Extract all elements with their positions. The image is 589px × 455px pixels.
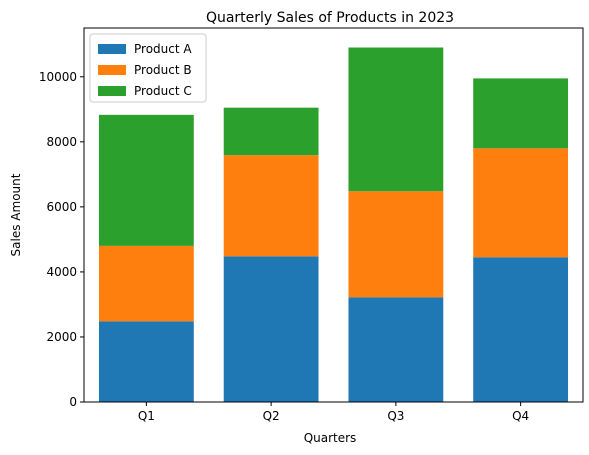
bar-q2-series-2 xyxy=(223,155,319,257)
bar-q4-series-1 xyxy=(473,257,569,402)
bar-q4-series-3 xyxy=(473,78,569,149)
chart-title: Quarterly Sales of Products in 2023 xyxy=(206,10,454,26)
legend-swatch-1 xyxy=(98,44,126,54)
y-tick-label: 6000 xyxy=(46,200,77,214)
plot-frame xyxy=(83,27,584,403)
x-axis-label: Quarters xyxy=(304,431,357,445)
y-tick-label: 8000 xyxy=(46,135,77,149)
bar-q3-series-1 xyxy=(348,297,444,402)
x-tick-label-q2: Q2 xyxy=(263,409,280,423)
y-tick-label: 2000 xyxy=(46,330,77,344)
legend-label-1: Product A xyxy=(134,42,192,56)
y-axis: 0 2000 4000 6000 8000 10000 xyxy=(39,70,84,409)
y-tick-label: 10000 xyxy=(39,70,77,84)
y-axis-label: Sales Amount xyxy=(9,173,23,256)
bar-q2-series-1 xyxy=(223,256,319,402)
x-axis: Q1 Q2 Q3 Q4 xyxy=(138,402,529,423)
x-tick-label-q1: Q1 xyxy=(138,409,155,423)
bar-q1-series-1 xyxy=(98,321,194,402)
bar-q1-series-3 xyxy=(98,114,194,246)
bar-q2-series-3 xyxy=(223,107,319,156)
bar-q3-series-2 xyxy=(348,191,444,298)
bar-q1-series-2 xyxy=(98,245,194,322)
y-tick-label: 0 xyxy=(69,395,77,409)
legend-label-3: Product C xyxy=(134,84,192,98)
bars-group xyxy=(98,47,569,402)
x-tick-label-q3: Q3 xyxy=(387,409,404,423)
y-tick-label: 4000 xyxy=(46,265,77,279)
legend-swatch-3 xyxy=(98,86,126,96)
bar-q4-series-2 xyxy=(473,148,569,258)
bar-q3-series-3 xyxy=(348,47,444,192)
legend-swatch-2 xyxy=(98,65,126,75)
x-tick-label-q4: Q4 xyxy=(512,409,529,423)
legend: Product A Product B Product C xyxy=(89,33,207,103)
legend-label-2: Product B xyxy=(134,63,192,77)
